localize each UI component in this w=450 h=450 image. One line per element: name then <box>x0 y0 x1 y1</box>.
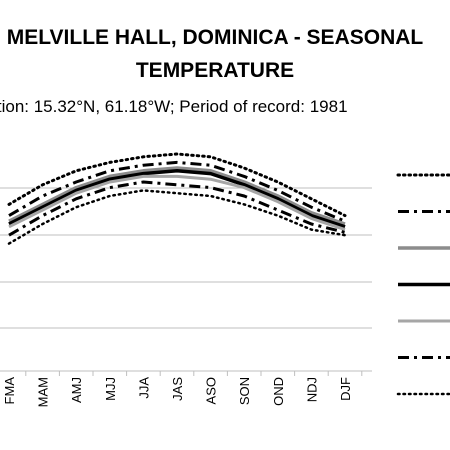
legend <box>396 173 450 396</box>
x-tick-label: SON <box>237 377 252 405</box>
x-tick-label: MJJ <box>103 377 118 401</box>
chart-subtitle: Location: 15.32°N, 61.18°W; Period of re… <box>0 97 348 116</box>
series-line <box>8 166 346 226</box>
series-lines <box>7 152 347 245</box>
chart-title-line-1: MELVILLE HALL, DOMINICA - SEASONAL <box>7 26 424 49</box>
x-tick-marks <box>25 371 363 376</box>
x-tick-label: JJA <box>136 377 151 399</box>
series-line <box>7 152 347 218</box>
x-tick-label: NDJ <box>304 377 319 402</box>
x-tick-label: MAM <box>36 377 51 407</box>
x-tick-label: ASO <box>204 377 219 404</box>
series-line <box>8 180 346 237</box>
x-tick-label: FMA <box>2 377 17 405</box>
x-tick-label: JAS <box>170 377 185 401</box>
series-line <box>8 174 346 232</box>
series-line <box>8 169 346 229</box>
x-tick-label: DJF <box>338 377 353 401</box>
x-tick-label: OND <box>271 377 286 406</box>
x-tick-label: AMJ <box>69 377 84 403</box>
gridlines <box>0 187 372 329</box>
series-line <box>8 160 346 223</box>
x-tick-labels: FMA MAM AMJ MJJ JJA JAS ASO SON OND NDJ DJF <box>2 377 353 408</box>
chart-title-line-2: TEMPERATURE <box>136 59 294 82</box>
